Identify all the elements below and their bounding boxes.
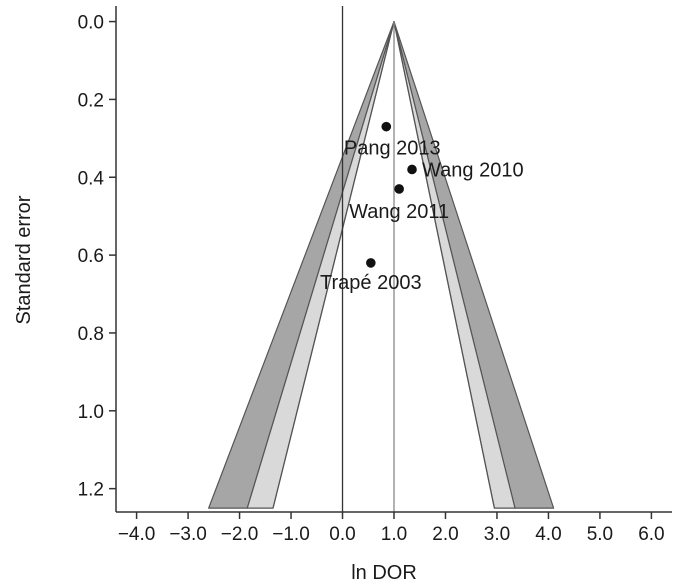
y-tick-label: 0.4 xyxy=(78,168,105,189)
outer-band-left xyxy=(208,20,395,509)
x-tick-label: 1.0 xyxy=(381,524,407,545)
funnel-inner-edge-left xyxy=(272,21,395,509)
reference-lines xyxy=(341,6,395,512)
y-tick-label: 0.2 xyxy=(78,90,104,111)
study-label: Trapé 2003 xyxy=(320,272,422,294)
x-tick-label: −1.0 xyxy=(272,524,310,545)
y-tick-label: 0.6 xyxy=(78,246,104,267)
y-tick-label: 0.0 xyxy=(78,13,104,34)
x-tick-label: −2.0 xyxy=(221,524,259,545)
study-point xyxy=(394,184,404,194)
study-label: Wang 2010 xyxy=(422,159,524,181)
inner-band-right xyxy=(393,20,516,509)
x-tick-label: 4.0 xyxy=(535,524,561,545)
funnel-bands xyxy=(208,20,555,509)
x-tick-label: 6.0 xyxy=(638,524,664,545)
x-tick-label: 0.0 xyxy=(329,524,355,545)
y-tick-label: 1.2 xyxy=(78,480,104,501)
funnel-inner-edge-right xyxy=(393,21,495,509)
x-tick-label: 2.0 xyxy=(432,524,458,545)
study-label: Pang 2013 xyxy=(344,138,441,160)
x-axis-title: ln DOR xyxy=(351,562,417,584)
study-point xyxy=(366,258,376,268)
y-tick-label: 0.8 xyxy=(78,324,104,345)
y-axis-title: Standard error xyxy=(13,195,35,324)
study-point xyxy=(407,164,417,175)
outer-band-right xyxy=(393,20,555,509)
study-point xyxy=(381,121,392,132)
study-label: Wang 2011 xyxy=(349,201,449,223)
x-tick-label: 3.0 xyxy=(484,524,510,545)
y-tick-label: 1.0 xyxy=(78,402,104,423)
axes: 0.0 0.2 0.4 0.6 0.8 1.0 1.2 −4.0 −3.0 −2.0 −1.0 0.0… xyxy=(78,6,672,545)
x-tick-label: 5.0 xyxy=(587,524,613,545)
x-tick-label: −3.0 xyxy=(169,524,207,545)
x-tick-label: −4.0 xyxy=(118,524,156,545)
